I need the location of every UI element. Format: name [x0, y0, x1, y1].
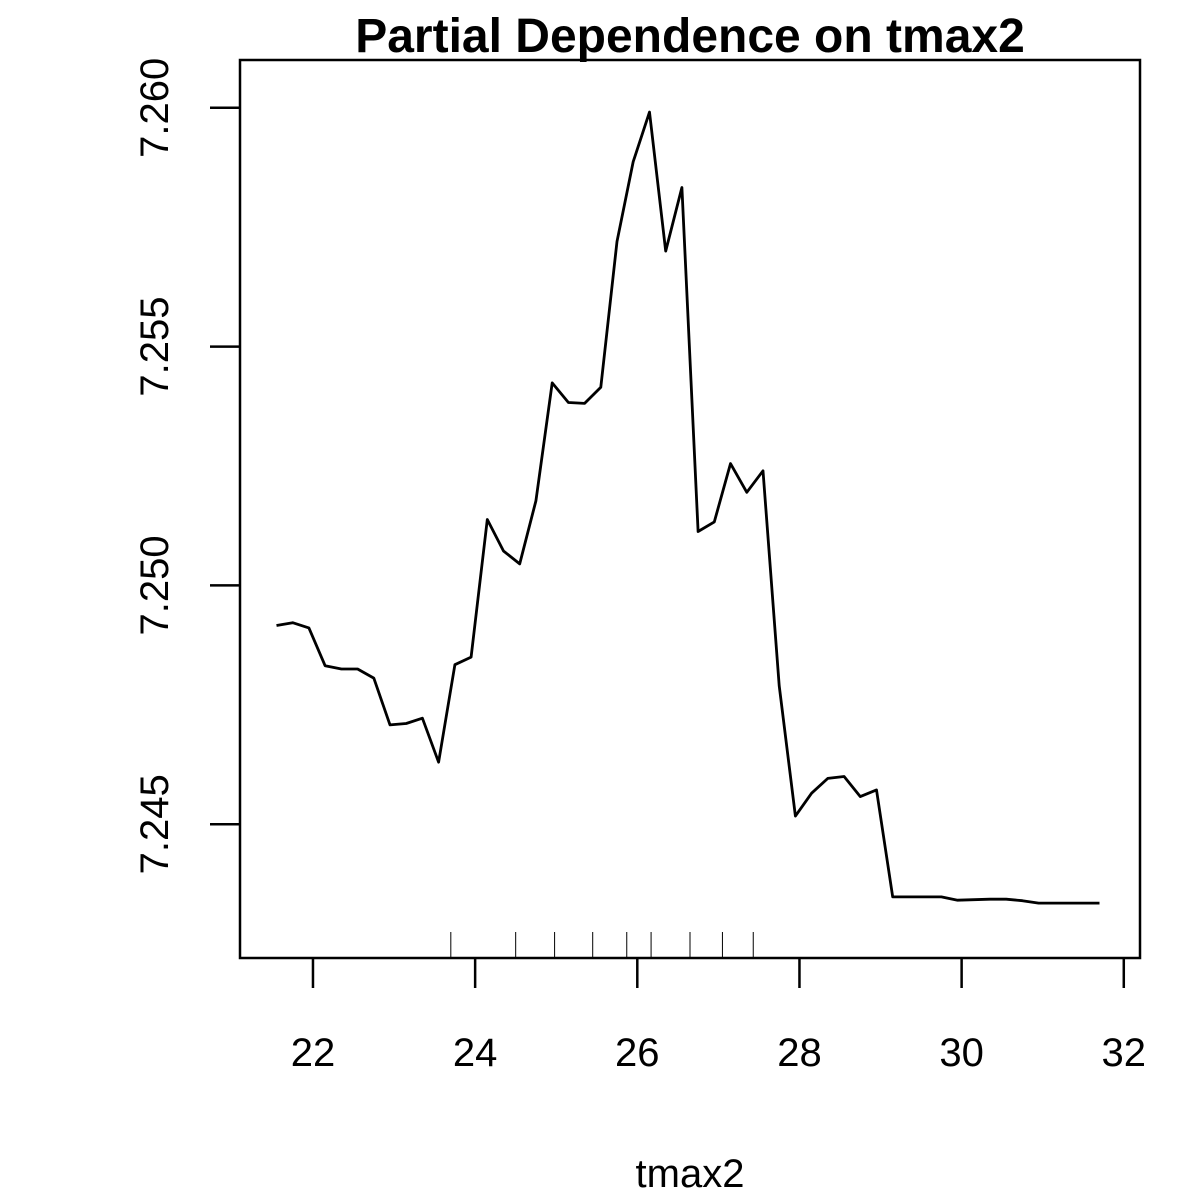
y-tick-label: 7.245: [133, 774, 177, 874]
y-axis: 7.245 7.250 7.255 7.260: [133, 58, 240, 874]
chart-title: Partial Dependence on tmax2: [355, 10, 1025, 63]
x-tick-label: 32: [1102, 1031, 1147, 1075]
x-axis-label: tmax2: [636, 1152, 745, 1196]
x-tick-label: 26: [615, 1031, 660, 1075]
x-tick-label: 24: [453, 1031, 498, 1075]
y-tick-label: 7.260: [133, 58, 177, 158]
x-tick-label: 28: [777, 1031, 822, 1075]
partial-dependence-line: [276, 110, 1100, 905]
plot-frame: [238, 58, 1142, 960]
x-tick-label: 22: [291, 1031, 336, 1075]
y-tick-label: 7.250: [133, 535, 177, 635]
rug-marks: [450, 932, 754, 958]
x-tick-label: 30: [939, 1031, 984, 1075]
x-axis: 22 24 26 28 30 32: [291, 958, 1146, 1075]
y-tick-label: 7.255: [133, 297, 177, 397]
